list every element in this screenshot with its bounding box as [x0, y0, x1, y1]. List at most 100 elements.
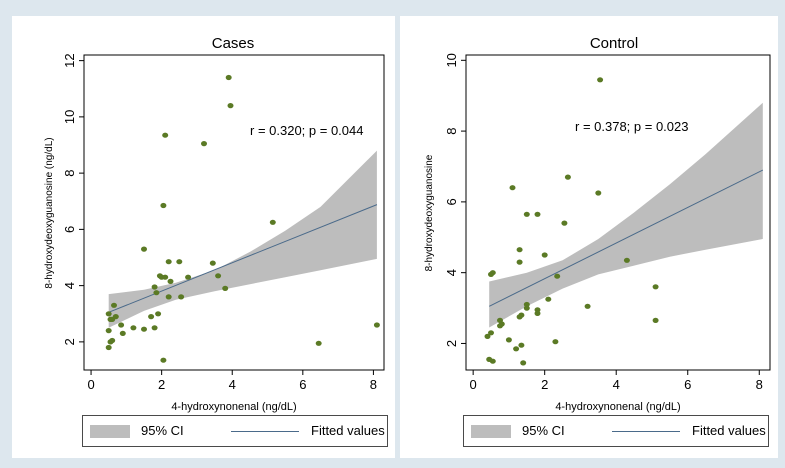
data-point — [534, 310, 541, 316]
y-tick-label: 6 — [444, 198, 459, 205]
data-point — [269, 219, 276, 225]
y-tick-label: 12 — [62, 53, 77, 67]
control-panel: 0 2 4 6 8 2 4 6 8 10 Control 4-hydroxynonenal (ng/d… — [424, 35, 771, 413]
fitted-line — [489, 169, 764, 307]
data-point — [162, 132, 169, 138]
data-point — [105, 328, 112, 334]
data-point — [488, 330, 494, 336]
data-point — [119, 330, 126, 336]
legend-ci-swatch — [90, 425, 130, 438]
data-point — [484, 333, 491, 339]
data-point — [561, 220, 568, 226]
data-point — [373, 322, 380, 328]
data-point — [534, 307, 541, 313]
legend-cases: 95% CI Fitted values — [82, 415, 388, 447]
data-point — [225, 74, 232, 81]
data-point — [584, 303, 591, 309]
legend-fit-line — [612, 431, 680, 432]
x-tick-label: 4 — [229, 377, 236, 392]
data-point — [165, 259, 172, 265]
fitted-line — [108, 204, 378, 313]
data-point — [105, 344, 112, 351]
legend-fit-line — [231, 431, 299, 432]
data-point — [176, 259, 183, 265]
data-point — [148, 314, 155, 320]
data-point — [595, 190, 602, 196]
data-point — [209, 260, 216, 266]
x-axis-label: 4-hydroxynonenal (ng/dL) — [171, 401, 296, 413]
data-point — [489, 270, 496, 276]
data-point — [167, 278, 174, 284]
y-tick-label: 2 — [444, 340, 459, 347]
data-point — [160, 202, 167, 209]
x-tick-label: 2 — [158, 377, 165, 392]
data-point — [130, 325, 137, 331]
y-tick-label: 8 — [62, 170, 77, 177]
x-tick-label: 8 — [370, 377, 377, 392]
data-point — [185, 274, 192, 280]
data-point — [509, 185, 516, 191]
legend-ci-label: 95% CI — [141, 423, 184, 438]
y-tick-label: 4 — [444, 269, 459, 276]
data-point — [623, 257, 630, 263]
data-point — [109, 337, 116, 344]
data-point — [222, 285, 229, 291]
data-point — [523, 305, 530, 311]
data-point — [112, 314, 119, 320]
y-axis-label: 8-hydroxydeoxyguanosine — [424, 154, 435, 271]
x-tick-label: 6 — [299, 377, 306, 392]
data-point — [215, 273, 222, 279]
data-point — [564, 174, 571, 180]
legend-fit-label: Fitted values — [692, 423, 766, 438]
data-point — [541, 252, 548, 258]
data-point — [141, 326, 147, 332]
legend-fit-label: Fitted values — [311, 423, 385, 438]
data-point — [518, 342, 525, 348]
data-point — [201, 141, 207, 147]
data-point — [652, 317, 659, 323]
data-point — [105, 311, 112, 317]
legend-control: 95% CI Fitted values — [463, 415, 769, 447]
y-tick-label: 4 — [62, 282, 77, 289]
confidence-band — [489, 102, 763, 328]
data-point — [552, 339, 559, 345]
correlation-annotation: r = 0.378; p = 0.023 — [575, 119, 688, 134]
data-point — [160, 357, 167, 363]
data-point — [498, 321, 505, 327]
data-point — [151, 284, 158, 290]
y-tick-label: 2 — [62, 338, 77, 345]
data-point — [652, 284, 659, 290]
x-tick-label: 0 — [87, 377, 94, 392]
data-point — [534, 211, 541, 217]
cases-panel: 0 2 4 6 8 2 4 6 8 10 12 Cases 4-hydroxynonenal (ng/d… — [44, 35, 385, 413]
data-point — [315, 340, 322, 346]
data-point — [111, 302, 117, 308]
legend-ci-label: 95% CI — [522, 423, 565, 438]
panel-title: Control — [590, 35, 638, 52]
data-point — [162, 274, 169, 280]
y-tick-label: 6 — [62, 226, 77, 233]
panel-title: Cases — [212, 35, 255, 52]
data-point — [227, 103, 234, 109]
data-point — [518, 312, 525, 318]
data-point — [520, 360, 527, 366]
x-tick-label: 6 — [684, 377, 691, 392]
x-tick-label: 8 — [756, 377, 763, 392]
y-tick-label: 10 — [62, 110, 77, 124]
confidence-band — [108, 150, 377, 328]
legend-ci-swatch — [471, 425, 511, 438]
data-point — [523, 211, 530, 217]
data-point — [153, 290, 160, 296]
data-point — [523, 301, 530, 308]
data-point — [151, 325, 158, 331]
data-point — [118, 322, 125, 328]
data-point — [554, 273, 561, 279]
y-tick-label: 8 — [444, 127, 459, 134]
x-tick-label: 0 — [470, 377, 477, 392]
y-axis-label: 8-hydroxydeoxyguanosine (ng/dL) — [44, 137, 55, 288]
x-tick-label: 4 — [613, 377, 620, 392]
x-axis-label: 4-hydroxynonenal (ng/dL) — [555, 401, 680, 413]
data-point — [489, 358, 496, 364]
